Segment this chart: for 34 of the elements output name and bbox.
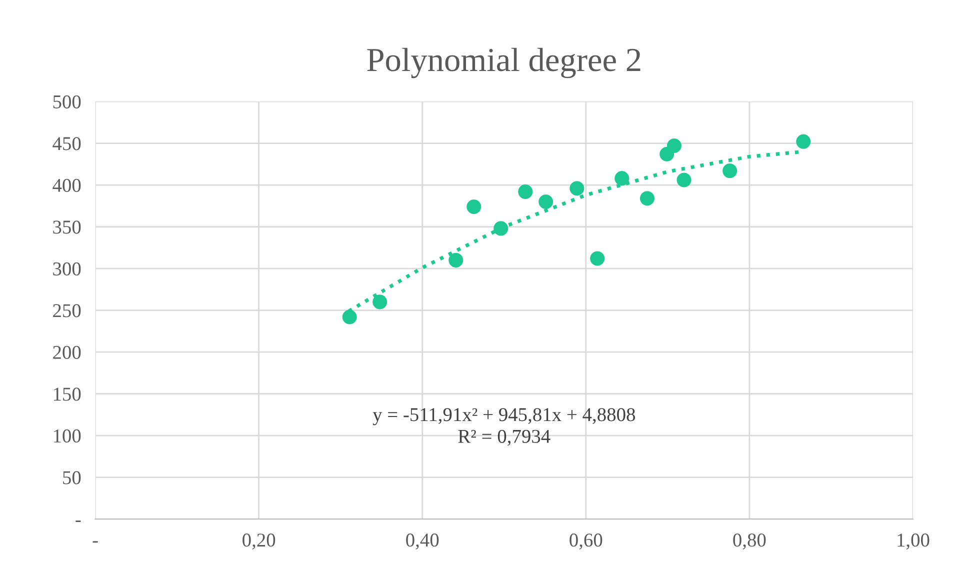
point [640, 191, 655, 206]
point [466, 199, 482, 214]
y-tick-label: 500 [53, 95, 81, 108]
y-tick-label: 400 [52, 178, 81, 192]
annotation: y = -511,91x² + 945,81x + 4,8808 R² = 0,7934 [372, 408, 636, 446]
y-tick-label: 200 [53, 346, 81, 359]
y-tick-label: 300 [53, 262, 81, 276]
y-tick-label: 350 [53, 220, 81, 234]
point [494, 221, 508, 236]
x-tick-label: 1,00 [898, 534, 930, 550]
y-tick-label: 450 [52, 137, 81, 150]
point [448, 252, 464, 268]
point [666, 138, 682, 154]
y-tick-label: 150 [54, 388, 81, 401]
x-tick-label: - [92, 541, 98, 543]
point [722, 164, 738, 178]
point [676, 172, 692, 188]
point [614, 171, 630, 186]
y-tick-label: 100 [54, 429, 81, 443]
chart-title: Polynomial degree 2 [367, 48, 640, 78]
point [538, 194, 554, 210]
point [372, 294, 388, 310]
x-tick-label: 0,80 [733, 534, 766, 550]
point [796, 134, 811, 149]
point [570, 181, 584, 196]
point [590, 251, 605, 266]
y-tick-label: 250 [53, 304, 81, 318]
y-tick-label: 50 [63, 471, 81, 484]
x-tick-label: 0,60 [570, 534, 602, 550]
point [518, 184, 533, 199]
x-tick-label: 0,20 [242, 534, 276, 550]
x-tick-label: 0,40 [406, 534, 439, 550]
point [342, 310, 357, 324]
y-tick-label: - [76, 520, 81, 522]
